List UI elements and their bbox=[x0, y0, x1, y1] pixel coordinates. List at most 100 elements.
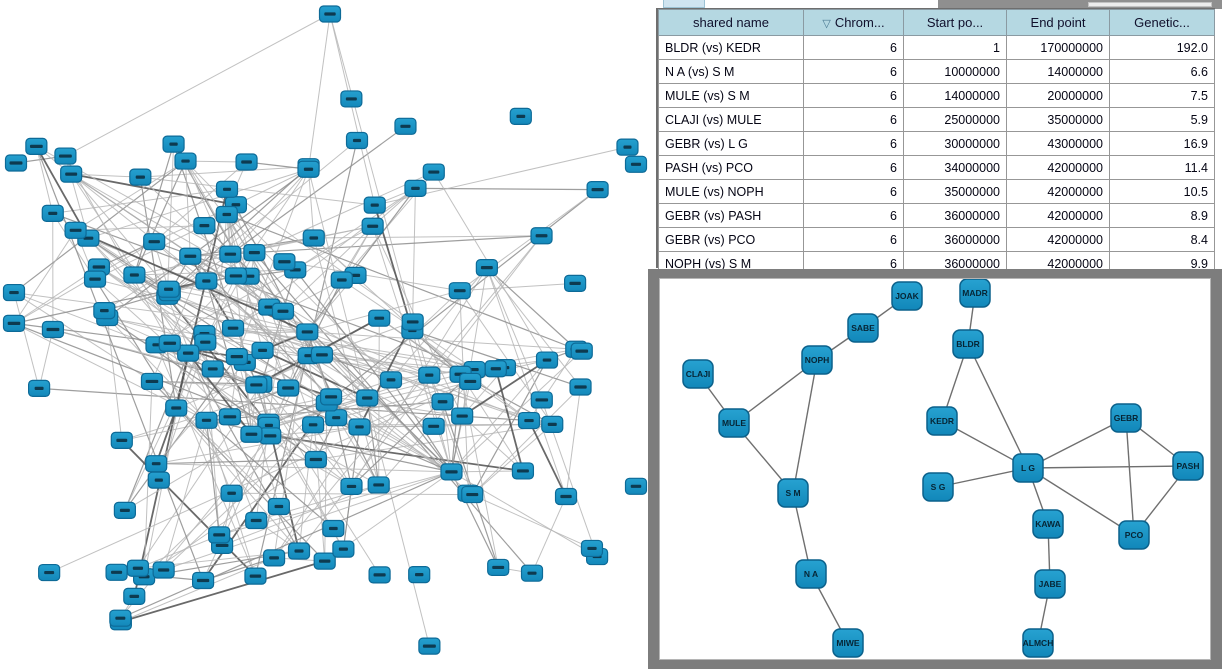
table-cell-shared-name[interactable]: PASH (vs) PCO bbox=[658, 155, 804, 180]
table-cell-start-point[interactable]: 1 bbox=[903, 35, 1007, 60]
table-row[interactable]: GEBR (vs) PCO 6 36000000 42000000 8.4 bbox=[658, 227, 1215, 252]
table-cell-start-point[interactable]: 14000000 bbox=[903, 83, 1007, 108]
network-node[interactable] bbox=[624, 155, 648, 173]
network-node[interactable] bbox=[459, 372, 482, 391]
subnetwork-node-NOPH[interactable]: NOPH bbox=[801, 345, 833, 375]
table-cell-start-point[interactable]: 35000000 bbox=[903, 179, 1007, 204]
table-cell-genetic[interactable]: 7.5 bbox=[1109, 83, 1215, 108]
network-node[interactable] bbox=[368, 309, 391, 327]
subnetwork-edge-L G-GEBR[interactable] bbox=[1027, 417, 1127, 469]
table-row[interactable]: CLAJI (vs) MULE 6 25000000 35000000 5.9 bbox=[658, 107, 1215, 132]
network-node[interactable] bbox=[38, 563, 61, 582]
network-node[interactable] bbox=[570, 342, 593, 360]
subnetwork-node-SABE[interactable]: SABE bbox=[847, 313, 879, 343]
network-node[interactable] bbox=[64, 221, 87, 239]
network-node[interactable] bbox=[325, 409, 348, 427]
table-row[interactable]: N A (vs) S M 6 10000000 14000000 6.6 bbox=[658, 59, 1215, 84]
network-node[interactable] bbox=[123, 266, 146, 284]
network-node[interactable] bbox=[484, 360, 507, 378]
network-node[interactable] bbox=[105, 563, 128, 581]
table-row[interactable]: GEBR (vs) L G 6 30000000 43000000 16.9 bbox=[658, 131, 1215, 156]
column-header-end-point[interactable]: End point bbox=[1006, 9, 1110, 36]
network-node[interactable] bbox=[218, 408, 241, 426]
network-node[interactable] bbox=[422, 163, 445, 181]
table-cell-shared-name[interactable]: GEBR (vs) L G bbox=[658, 131, 804, 156]
network-node[interactable] bbox=[356, 389, 379, 407]
table-cell-chromosome[interactable]: 6 bbox=[803, 203, 904, 228]
subnetwork-edge-NOPH-S M[interactable] bbox=[792, 359, 818, 494]
network-node[interactable] bbox=[174, 152, 197, 170]
network-node[interactable] bbox=[147, 471, 170, 489]
network-node[interactable] bbox=[348, 418, 371, 436]
table-cell-end-point[interactable]: 14000000 bbox=[1006, 59, 1110, 84]
subnetwork-edge-GEBR-PCO[interactable] bbox=[1125, 417, 1135, 536]
subnetwork-node-KEDR[interactable]: KEDR bbox=[926, 406, 958, 436]
subnetwork-node-BLDR[interactable]: BLDR bbox=[952, 329, 984, 359]
network-node[interactable] bbox=[60, 165, 83, 183]
network-node[interactable] bbox=[431, 393, 454, 411]
table-cell-genetic[interactable]: 11.4 bbox=[1109, 155, 1215, 180]
table-cell-shared-name[interactable]: MULE (vs) NOPH bbox=[658, 179, 804, 204]
table-cell-genetic[interactable]: 16.9 bbox=[1109, 131, 1215, 156]
network-node[interactable] bbox=[509, 107, 532, 125]
filter-funnel-icon[interactable]: ▽ bbox=[822, 18, 831, 30]
network-node[interactable] bbox=[262, 549, 286, 567]
subnetwork-node-MIWE[interactable]: MIWE bbox=[832, 628, 864, 658]
table-cell-genetic[interactable]: 10.5 bbox=[1109, 179, 1215, 204]
network-node[interactable] bbox=[569, 378, 592, 396]
network-node[interactable] bbox=[310, 346, 334, 364]
network-node[interactable] bbox=[157, 280, 180, 298]
table-row[interactable]: GEBR (vs) PASH 6 36000000 42000000 8.9 bbox=[658, 203, 1215, 228]
table-cell-start-point[interactable]: 25000000 bbox=[903, 107, 1007, 132]
network-node[interactable] bbox=[215, 205, 238, 224]
subnetwork-node-GEBR[interactable]: GEBR bbox=[1110, 403, 1142, 433]
table-cell-chromosome[interactable]: 6 bbox=[803, 131, 904, 156]
network-node[interactable] bbox=[379, 371, 403, 389]
network-node[interactable] bbox=[580, 539, 604, 558]
network-node[interactable] bbox=[322, 519, 345, 538]
subnetwork-node-ALMCH[interactable]: ALMCH bbox=[1022, 628, 1054, 658]
network-node[interactable] bbox=[616, 138, 639, 156]
network-node[interactable] bbox=[244, 567, 267, 585]
network-node[interactable] bbox=[165, 399, 188, 417]
table-cell-end-point[interactable]: 43000000 bbox=[1006, 131, 1110, 156]
table-cell-end-point[interactable]: 42000000 bbox=[1006, 155, 1110, 180]
table-cell-chromosome[interactable]: 6 bbox=[803, 59, 904, 84]
network-node[interactable] bbox=[4, 154, 28, 172]
network-node[interactable] bbox=[404, 179, 427, 198]
network-node[interactable] bbox=[251, 341, 274, 359]
subnetwork-node-N A[interactable]: N A bbox=[795, 559, 827, 589]
network-node[interactable] bbox=[564, 274, 587, 292]
network-node[interactable] bbox=[179, 247, 202, 265]
table-cell-shared-name[interactable]: MULE (vs) S M bbox=[658, 83, 804, 108]
table-cell-chromosome[interactable]: 6 bbox=[803, 83, 904, 108]
table-cell-chromosome[interactable]: 6 bbox=[803, 35, 904, 60]
network-node[interactable] bbox=[195, 411, 218, 429]
network-node[interactable] bbox=[273, 253, 296, 271]
network-node[interactable] bbox=[126, 559, 150, 577]
table-cell-chromosome[interactable]: 6 bbox=[803, 155, 904, 180]
network-node[interactable] bbox=[554, 487, 578, 506]
tab-fragment[interactable] bbox=[663, 0, 705, 8]
network-node[interactable] bbox=[235, 153, 258, 171]
network-node[interactable] bbox=[422, 417, 445, 435]
network-node[interactable] bbox=[145, 455, 168, 473]
main-network-canvas[interactable] bbox=[0, 0, 650, 669]
network-node[interactable] bbox=[304, 450, 327, 469]
subnetwork-node-S G[interactable]: S G bbox=[922, 472, 954, 502]
table-row[interactable]: BLDR (vs) KEDR 6 1 170000000 192.0 bbox=[658, 35, 1215, 60]
subnetwork-node-PCO[interactable]: PCO bbox=[1118, 520, 1150, 550]
network-node[interactable] bbox=[418, 637, 441, 655]
table-cell-genetic[interactable]: 5.9 bbox=[1109, 107, 1215, 132]
table-cell-chromosome[interactable]: 6 bbox=[803, 227, 904, 252]
network-node[interactable] bbox=[461, 485, 484, 504]
network-node[interactable] bbox=[302, 229, 325, 247]
network-node[interactable] bbox=[243, 244, 266, 262]
network-node[interactable] bbox=[363, 196, 386, 214]
network-node[interactable] bbox=[517, 411, 541, 430]
network-node[interactable] bbox=[193, 217, 216, 235]
network-node[interactable] bbox=[345, 131, 369, 150]
network-node[interactable] bbox=[129, 168, 152, 186]
network-node[interactable] bbox=[302, 416, 325, 434]
table-cell-start-point[interactable]: 36000000 bbox=[903, 227, 1007, 252]
